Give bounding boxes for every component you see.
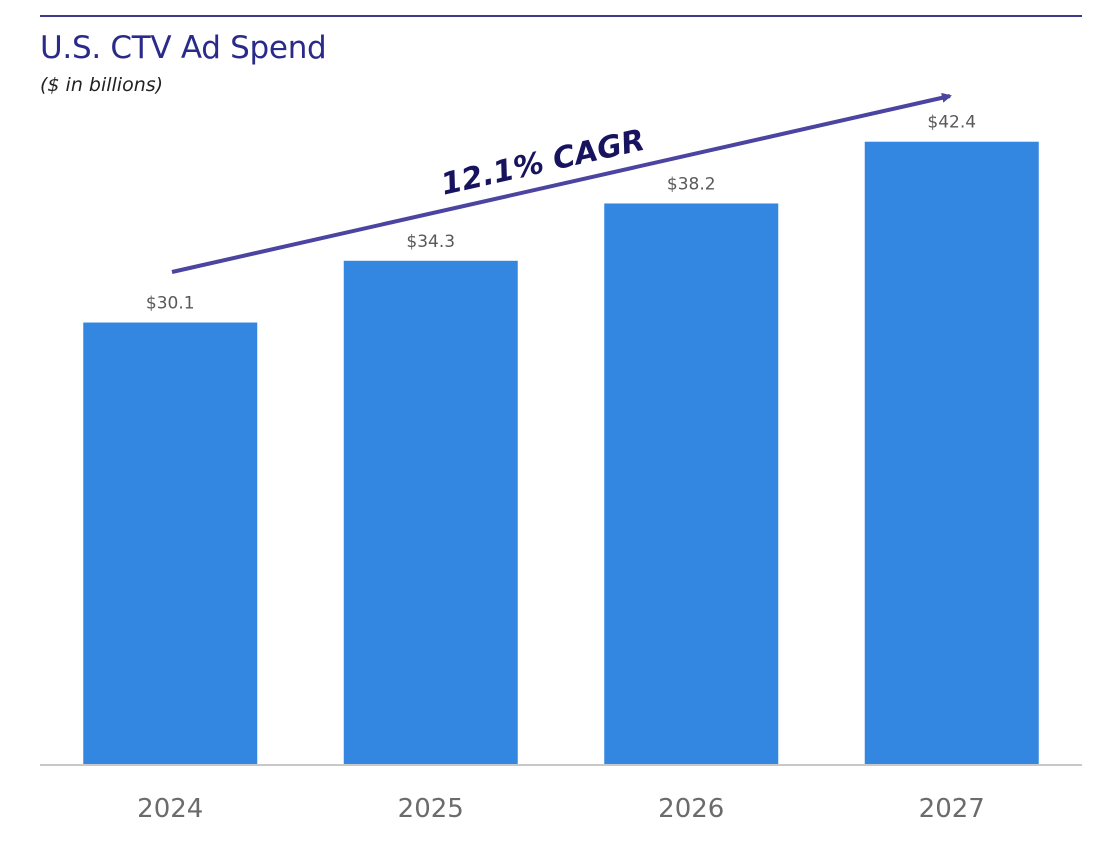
x-tick-label-2027: 2027 <box>919 794 985 824</box>
value-label-2027: $42.4 <box>927 113 976 133</box>
chart-title: U.S. CTV Ad Spend <box>40 30 327 66</box>
value-label-2024: $30.1 <box>146 294 195 314</box>
cagr-arrow <box>171 92 952 274</box>
x-tick-label-2026: 2026 <box>658 794 724 824</box>
top-rule <box>40 15 1082 17</box>
value-label-2025: $34.3 <box>406 232 455 252</box>
chart-subtitle: ($ in billions) <box>40 74 164 96</box>
cagr-annotation: 12.1% CAGR <box>438 123 648 203</box>
bar-2024 <box>83 322 258 765</box>
bar-2025 <box>343 260 518 765</box>
x-tick-label-2025: 2025 <box>398 794 464 824</box>
bar-2026 <box>604 203 779 765</box>
value-label-2026: $38.2 <box>667 174 716 194</box>
bar-2027 <box>864 141 1039 766</box>
x-tick-label-2024: 2024 <box>137 794 203 824</box>
bars-layer: $30.1 2024 $34.3 2025 $38.2 2026 $42.4 2027 <box>83 113 1039 824</box>
